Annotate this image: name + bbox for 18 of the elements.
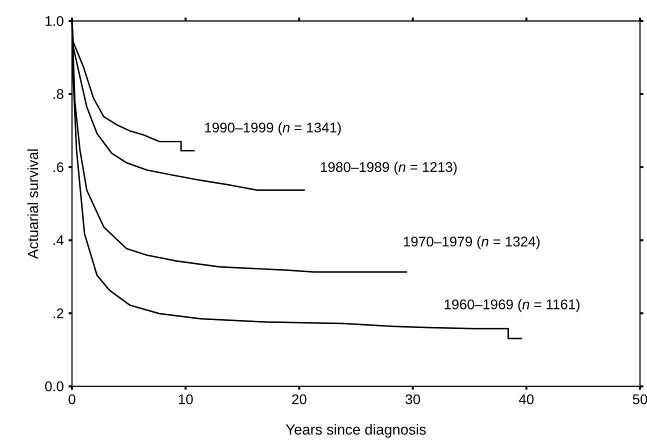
x-tick-label: 40 — [518, 394, 534, 404]
y-tick-label: 0.0 — [45, 381, 64, 392]
y-tick-label: 1.0 — [46, 16, 64, 26]
series-label: 1990–1999 (n = 1341) — [205, 122, 341, 136]
x-tick-label: 50 — [632, 394, 647, 404]
y-tick-label: .2 — [54, 308, 64, 318]
series-label: 1970–1979 (n = 1324) — [404, 236, 540, 250]
y-axis-title: Actuarial survival — [27, 149, 38, 259]
x-tick-label: 10 — [178, 394, 193, 404]
x-tick-label: 0 — [68, 394, 76, 404]
x-tick-label: 20 — [292, 394, 306, 404]
y-tick-label: .4 — [54, 235, 64, 245]
y-tick-label: .8 — [54, 89, 64, 100]
x-tick-label: 30 — [406, 394, 420, 404]
x-axis-title: Years since diagnosis — [286, 424, 426, 438]
series-label: 1980–1989 (n = 1213) — [320, 162, 457, 175]
y-tick-label: .6 — [54, 162, 64, 172]
series-label: 1960–1969 (n = 1161) — [444, 299, 580, 312]
